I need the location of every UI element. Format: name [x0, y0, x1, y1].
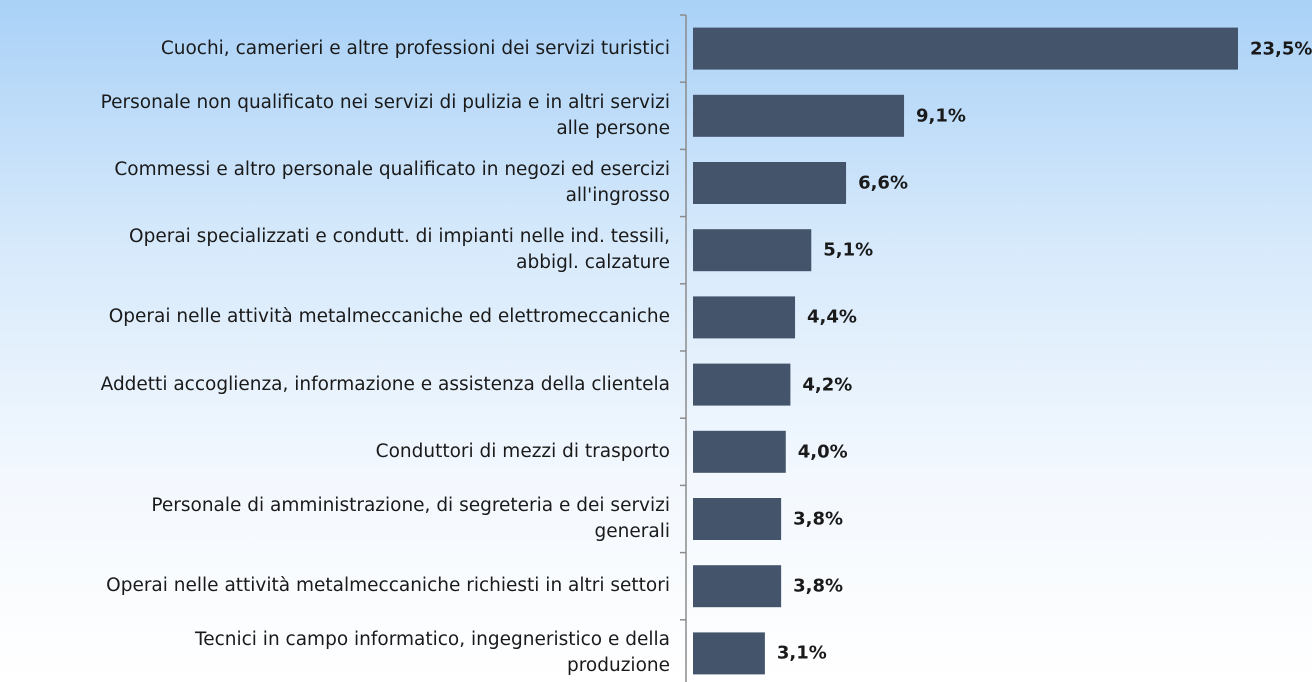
category-label: Operai specializzati e condutt. di impia…: [129, 226, 670, 274]
category-label: Operai nelle attività metalmeccaniche ed…: [108, 306, 670, 328]
value-label: 4,4%: [807, 306, 857, 328]
bar: [693, 498, 782, 540]
bar: [693, 27, 1238, 70]
bar: [693, 430, 786, 473]
bar: [693, 94, 905, 137]
bar: [693, 296, 796, 339]
bar: [693, 229, 812, 272]
category-label: Personale non qualificato nei servizi di…: [100, 91, 670, 139]
bar: [693, 162, 847, 204]
category-label: Tecnici in campo informatico, ingegneris…: [195, 629, 670, 677]
value-label: 3,1%: [776, 642, 827, 664]
value-label: 4,2%: [802, 374, 853, 396]
value-label: 6,6%: [858, 172, 908, 194]
bar: [693, 632, 765, 675]
value-label: 5,1%: [823, 239, 874, 261]
category-label: Conduttori di mezzi di trasporto: [375, 440, 670, 462]
value-label: 3,8%: [793, 508, 844, 530]
value-label: 3,8%: [793, 575, 844, 597]
bar: [693, 565, 782, 608]
value-label: 4,0%: [797, 441, 848, 463]
category-label: Addetti accoglienza, informazione e assi…: [100, 373, 670, 395]
category-label: Commessi e altro personale qualificato i…: [114, 159, 670, 206]
value-label: 9,1%: [916, 105, 966, 127]
bar: [693, 363, 791, 406]
category-label: Operai nelle attività metalmeccaniche ri…: [106, 575, 670, 597]
category-label: Cuochi, camerieri e altre professioni de…: [160, 37, 670, 59]
value-label: 23,5%: [1250, 38, 1312, 60]
category-label: Personale di amministrazione, di segrete…: [151, 495, 670, 542]
